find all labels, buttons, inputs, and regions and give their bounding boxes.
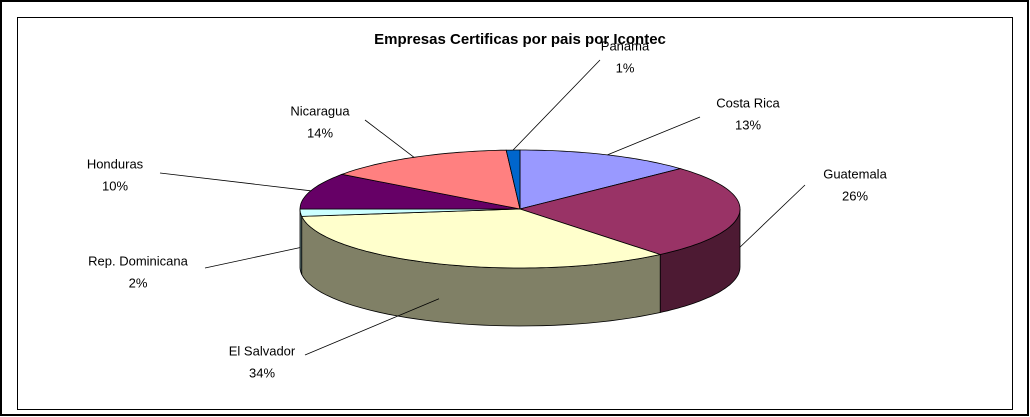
- pie-slice: [301, 208, 662, 269]
- leader-line: [512, 59, 601, 151]
- leader-line: [159, 172, 311, 192]
- leader-line: [304, 298, 440, 356]
- slice-label: El Salvador: [229, 343, 296, 358]
- leader-line: [739, 184, 806, 248]
- slice-label: Nicaragua: [290, 103, 350, 118]
- pie-side: [299, 209, 303, 275]
- slice-label: Panama: [601, 38, 650, 53]
- slice-value-label: 10%: [102, 178, 128, 193]
- leader-line: [364, 119, 415, 158]
- leader-line: [607, 116, 701, 156]
- chart-title: Empresas Certificas por pais por Icontec: [374, 31, 666, 48]
- leader-line: [204, 247, 301, 269]
- slice-value-label: 14%: [307, 125, 333, 140]
- slice-label: Honduras: [87, 156, 144, 171]
- slice-label: Guatemala: [823, 166, 887, 181]
- slice-label: Costa Rica: [716, 95, 780, 110]
- slice-value-label: 26%: [842, 188, 868, 203]
- pie-slice: [505, 149, 521, 210]
- slice-value-label: 1%: [616, 60, 635, 75]
- slice-label: Rep. Dominicana: [88, 253, 188, 268]
- slice-value-label: 34%: [249, 365, 275, 380]
- slice-value-label: 2%: [129, 275, 148, 290]
- slice-value-label: 13%: [735, 117, 761, 132]
- pie-slice: [518, 168, 741, 255]
